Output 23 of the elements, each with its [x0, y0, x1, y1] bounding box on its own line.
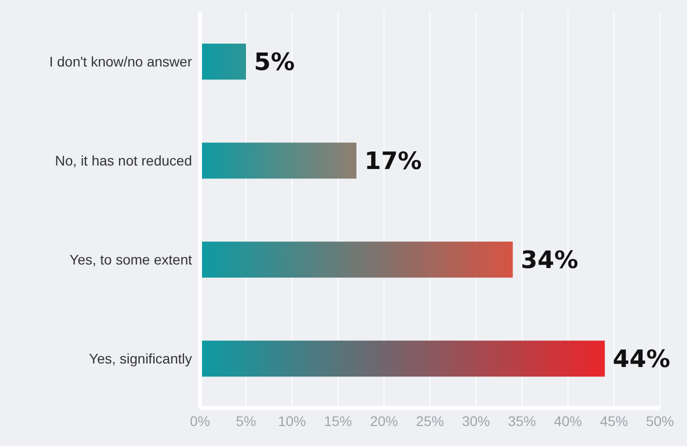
x-tick-label: 10% [278, 412, 306, 429]
x-tick-label: 40% [554, 412, 582, 429]
x-tick-label: 30% [462, 412, 490, 429]
data-label: 5% [254, 48, 295, 76]
x-tick-label: 15% [324, 412, 352, 429]
bar [200, 44, 246, 80]
y-tick-label: Yes, to some extent [70, 251, 192, 268]
x-tick-label: 45% [600, 412, 628, 429]
bar [200, 340, 605, 377]
x-tick-label: 5% [236, 412, 256, 429]
data-label: 17% [364, 147, 422, 176]
x-tick-label: 0% [190, 412, 210, 429]
x-tick-label: 50% [646, 412, 674, 429]
y-tick-label: Yes, significantly [89, 350, 192, 366]
x-tick-label: 35% [508, 412, 536, 429]
bar [200, 242, 513, 278]
bar [200, 142, 356, 179]
data-label: 44% [612, 345, 670, 374]
y-tick-label: No, it has not reduced [55, 152, 192, 168]
y-tick-label: I don't know/no answer [49, 53, 192, 70]
data-label: 34% [520, 246, 578, 274]
x-tick-label: 20% [370, 412, 398, 429]
x-tick-label: 25% [416, 412, 444, 429]
